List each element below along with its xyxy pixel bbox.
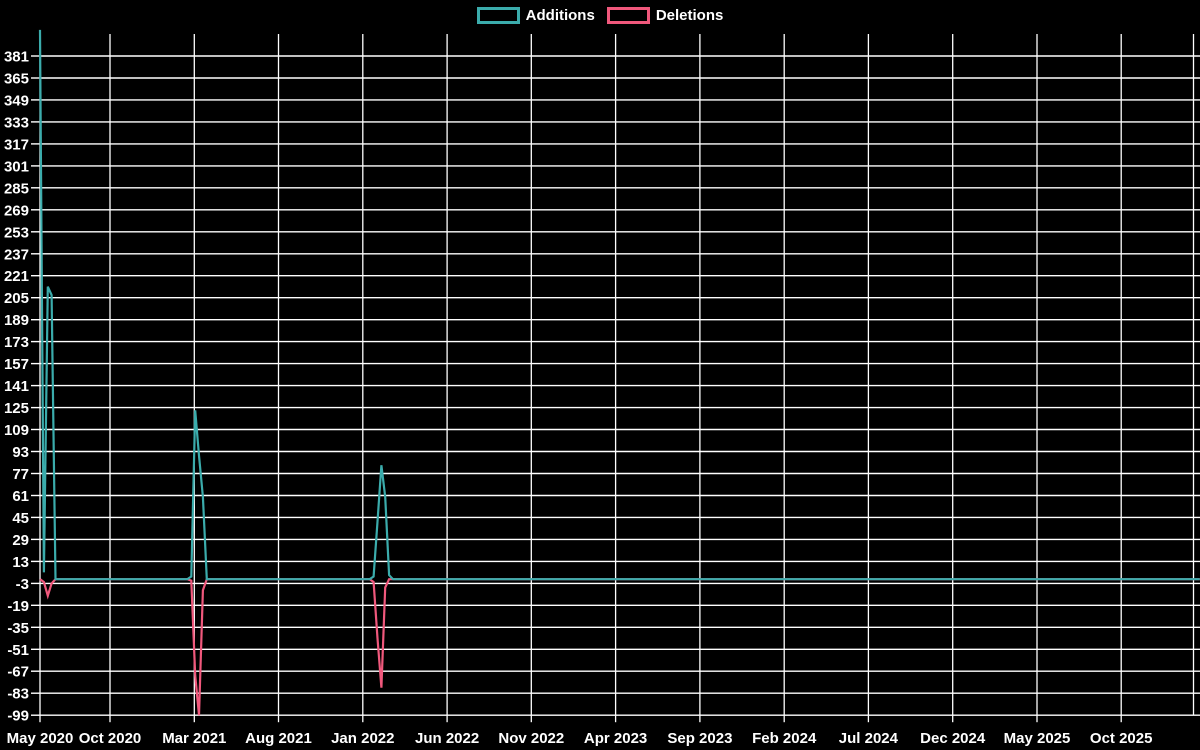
- y-tick-label: 269: [4, 202, 29, 219]
- legend-item-deletions[interactable]: Deletions: [606, 7, 724, 24]
- y-tick-label: 125: [4, 400, 29, 417]
- x-tick-label: Jan 2022: [331, 730, 394, 747]
- y-tick-label: 77: [12, 466, 29, 483]
- y-tick-label: 141: [4, 378, 29, 395]
- x-tick-label: Sep 2023: [667, 730, 732, 747]
- y-tick-label: 45: [12, 510, 29, 527]
- legend-label-deletions: Deletions: [655, 7, 724, 24]
- y-tick-label: 205: [4, 290, 29, 307]
- y-tick-label: -51: [7, 642, 29, 659]
- y-tick-label: 157: [4, 356, 29, 373]
- x-tick-label: Aug 2021: [245, 730, 312, 747]
- y-tick-label: 61: [12, 488, 29, 505]
- x-tick-label: Mar 2021: [162, 730, 226, 747]
- chart-legend: Additions Deletions: [0, 7, 1200, 24]
- y-tick-label: 29: [12, 532, 29, 549]
- y-tick-label: -35: [7, 620, 29, 637]
- y-tick-label: -83: [7, 686, 29, 703]
- y-tick-label: -19: [7, 598, 29, 615]
- y-tick-label: 109: [4, 422, 29, 439]
- deletions-swatch-icon: [606, 7, 650, 24]
- x-tick-label: Jun 2022: [415, 730, 479, 747]
- x-tick-label: Dec 2024: [920, 730, 986, 747]
- x-tick-label: Oct 2025: [1090, 730, 1153, 747]
- x-tick-label: Jul 2024: [839, 730, 899, 747]
- y-tick-label: 173: [4, 334, 29, 351]
- y-tick-label: 301: [4, 158, 29, 175]
- x-tick-label: Oct 2020: [79, 730, 142, 747]
- legend-item-additions[interactable]: Additions: [476, 7, 595, 24]
- y-tick-label: 13: [12, 554, 29, 571]
- x-tick-label: May 2020: [7, 730, 74, 747]
- y-tick-label: 189: [4, 312, 29, 329]
- y-tick-label: 285: [4, 180, 29, 197]
- y-tick-label: -3: [16, 576, 29, 593]
- additions-swatch-icon: [476, 7, 520, 24]
- y-tick-label: 221: [4, 268, 29, 285]
- y-tick-label: 333: [4, 114, 29, 131]
- y-tick-label: 317: [4, 136, 29, 153]
- legend-label-additions: Additions: [525, 7, 595, 24]
- y-tick-label: 237: [4, 246, 29, 263]
- x-tick-label: Feb 2024: [752, 730, 817, 747]
- x-tick-label: Nov 2022: [498, 730, 564, 747]
- y-tick-label: -67: [7, 664, 29, 681]
- y-tick-label: 381: [4, 49, 29, 66]
- y-tick-label: 253: [4, 224, 29, 241]
- y-tick-label: -99: [7, 708, 29, 725]
- y-tick-label: 349: [4, 92, 29, 109]
- x-tick-label: May 2025: [1004, 730, 1071, 747]
- x-tick-label: Apr 2023: [584, 730, 647, 747]
- y-tick-label: 365: [4, 70, 29, 87]
- series-line-additions: [38, 29, 1200, 581]
- y-tick-label: 93: [12, 444, 29, 461]
